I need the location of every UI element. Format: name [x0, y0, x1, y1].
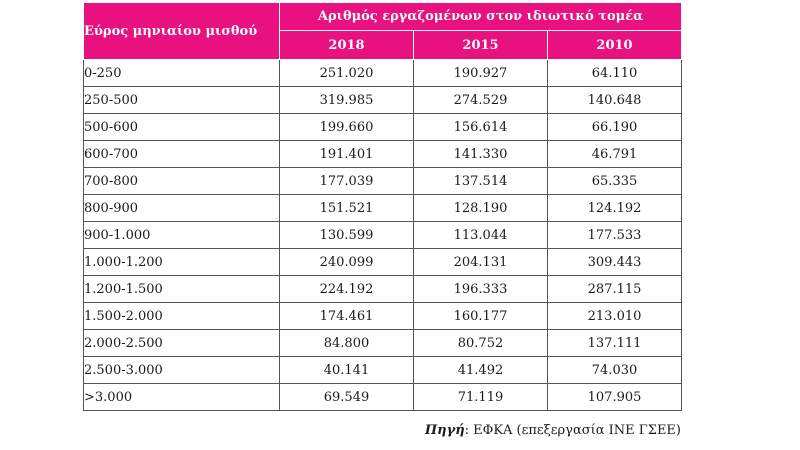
wage-range-cell: 800-900 [83, 194, 280, 222]
employees-group-header: Αριθμός εργαζομένων στον ιδιωτικό τομέα [278, 2, 683, 31]
table-row: 1.000-1.200 240.099 204.131 309.443 [83, 248, 683, 276]
table-row: 1.500-2.000 174.461 160.177 213.010 [83, 302, 683, 330]
wage-range-cell: 500-600 [83, 113, 280, 141]
employees-2015-cell: 274.529 [413, 86, 548, 114]
table-row: 900-1.000 130.599 113.044 177.533 [83, 221, 683, 249]
employees-2015-cell: 156.614 [413, 113, 548, 141]
employees-2018-cell: 177.039 [279, 167, 414, 195]
table-row: 600-700 191.401 141.330 46.791 [83, 140, 683, 168]
table-row: 500-600 199.660 156.614 66.190 [83, 113, 683, 141]
range-column-header: Εύρος μηνιαίου μισθού [83, 2, 280, 60]
employees-2018-cell: 84.800 [279, 329, 414, 357]
employees-2018-cell: 191.401 [279, 140, 414, 168]
table-body: 0-250 251.020 190.927 64.110 250-500 319.985 2… [83, 59, 683, 411]
table-row: >3.000 69.549 71.119 107.905 [83, 383, 683, 411]
employees-2010-cell: 124.192 [546, 194, 683, 222]
employees-2015-cell: 80.752 [413, 329, 548, 357]
employees-2018-cell: 251.020 [279, 59, 414, 87]
employees-2010-cell: 309.443 [546, 248, 683, 276]
employees-2010-cell: 213.010 [546, 302, 683, 330]
wage-range-cell: 2.000-2.500 [83, 329, 280, 357]
employees-2015-cell: 160.177 [413, 302, 548, 330]
employees-2010-cell: 140.648 [546, 86, 683, 114]
wage-range-cell: 700-800 [83, 167, 280, 195]
employees-2018-cell: 130.599 [279, 221, 414, 249]
table-row: 2.000-2.500 84.800 80.752 137.111 [83, 329, 683, 357]
employees-2015-cell: 204.131 [413, 248, 548, 276]
wage-distribution-table: Εύρος μηνιαίου μισθού Αριθμός εργαζομένω… [83, 2, 683, 411]
year-header-2018: 2018 [279, 30, 414, 60]
table-row: 1.200-1.500 224.192 196.333 287.115 [83, 275, 683, 303]
employees-2010-cell: 66.190 [546, 113, 683, 141]
employees-2010-cell: 287.115 [546, 275, 683, 303]
employees-2018-cell: 40.141 [279, 356, 414, 384]
employees-2015-cell: 141.330 [413, 140, 548, 168]
employees-2010-cell: 107.905 [546, 383, 683, 411]
employees-2015-cell: 137.514 [413, 167, 548, 195]
table-row: 700-800 177.039 137.514 65.335 [83, 167, 683, 195]
employees-2018-cell: 151.521 [279, 194, 414, 222]
source-label: Πηγή [424, 423, 465, 438]
wage-range-cell: 0-250 [83, 59, 280, 87]
employees-2018-cell: 224.192 [279, 275, 414, 303]
wage-range-cell: 1.000-1.200 [83, 248, 280, 276]
employees-2010-cell: 64.110 [546, 59, 683, 87]
wage-range-cell: 900-1.000 [83, 221, 280, 249]
employees-2018-cell: 69.549 [279, 383, 414, 411]
table-row: 800-900 151.521 128.190 124.192 [83, 194, 683, 222]
source-note: Πηγή: ΕΦΚΑ (επεξεργασία ΙΝΕ ΓΣΕΕ) [408, 423, 681, 438]
year-header-2015: 2015 [413, 30, 548, 60]
table-row: 2.500-3.000 40.141 41.492 74.030 [83, 356, 683, 384]
wage-range-cell: 600-700 [83, 140, 280, 168]
table-row: 250-500 319.985 274.529 140.648 [83, 86, 683, 114]
employees-2018-cell: 240.099 [279, 248, 414, 276]
employees-2010-cell: 177.533 [546, 221, 683, 249]
employees-2010-cell: 74.030 [546, 356, 683, 384]
employees-2015-cell: 128.190 [413, 194, 548, 222]
employees-2018-cell: 174.461 [279, 302, 414, 330]
employees-2010-cell: 137.111 [546, 329, 683, 357]
employees-2015-cell: 113.044 [413, 221, 548, 249]
employees-2015-cell: 196.333 [413, 275, 548, 303]
employees-2015-cell: 41.492 [413, 356, 548, 384]
wage-range-cell: 1.200-1.500 [83, 275, 280, 303]
table-header: Εύρος μηνιαίου μισθού Αριθμός εργαζομένω… [83, 2, 683, 60]
employees-2015-cell: 71.119 [413, 383, 548, 411]
employees-2010-cell: 46.791 [546, 140, 683, 168]
employees-2018-cell: 319.985 [279, 86, 414, 114]
employees-2015-cell: 190.927 [413, 59, 548, 87]
wage-range-cell: >3.000 [83, 383, 280, 411]
employees-2018-cell: 199.660 [279, 113, 414, 141]
year-header-2010: 2010 [546, 30, 683, 60]
source-text: : ΕΦΚΑ (επεξεργασία ΙΝΕ ΓΣΕΕ) [464, 423, 681, 438]
wage-range-cell: 1.500-2.000 [83, 302, 280, 330]
table-row: 0-250 251.020 190.927 64.110 [83, 59, 683, 87]
employees-2010-cell: 65.335 [546, 167, 683, 195]
wage-range-cell: 250-500 [83, 86, 280, 114]
wage-range-cell: 2.500-3.000 [83, 356, 280, 384]
wage-table-container: Εύρος μηνιαίου μισθού Αριθμός εργαζομένω… [83, 2, 683, 411]
